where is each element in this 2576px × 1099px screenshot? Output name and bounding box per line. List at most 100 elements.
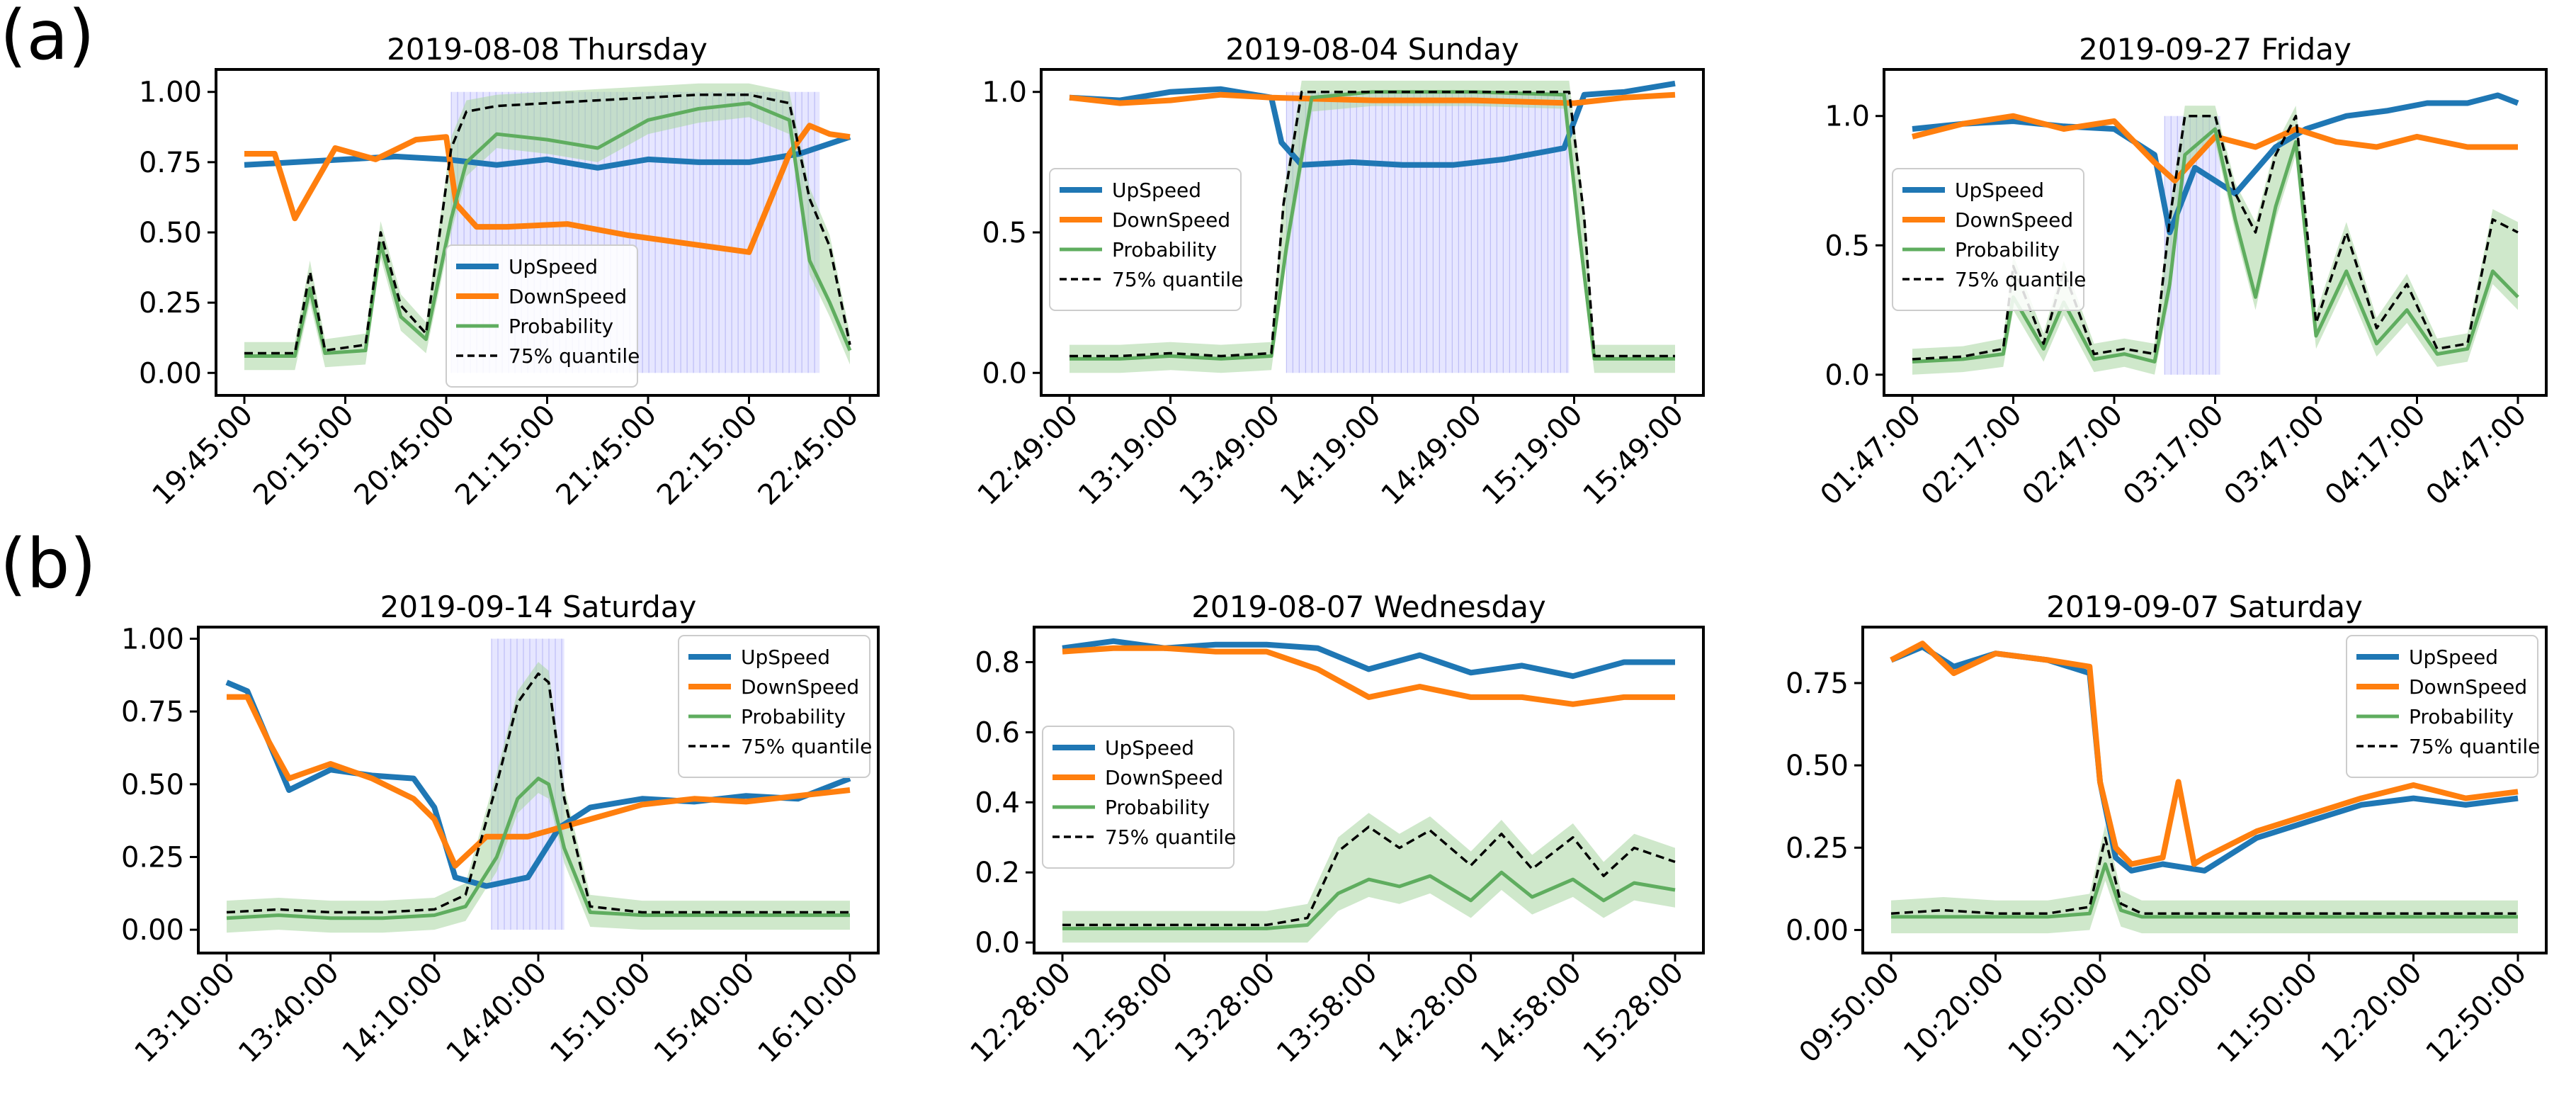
y-tick-label: 0.00 (139, 357, 202, 390)
y-tick-label: 0.75 (1786, 667, 1849, 700)
y-tick-label: 0.5 (1825, 230, 1870, 262)
legend-label: Probability (1955, 238, 2060, 261)
legend-box (1042, 726, 1235, 869)
legend-box (678, 635, 870, 778)
legend-label: Probability (509, 315, 613, 338)
series-line-probability (1069, 90, 1675, 361)
legend-label: DownSpeed (1955, 208, 2073, 232)
y-tick-label: 0.2 (975, 857, 1020, 889)
legend-label: UpSpeed (509, 255, 598, 278)
legend: UpSpeed DownSpeed Probability 75% quantile (1042, 726, 1236, 869)
x-tick-label: 19:45:00 (147, 399, 260, 512)
series-line-probability (226, 777, 850, 920)
x-tick-label: 22:45:00 (752, 399, 866, 512)
series-line-downspeed (1890, 641, 2519, 867)
y-tick-label: 0.00 (121, 914, 184, 947)
x-tick-label: 12:49:00 (972, 399, 1085, 512)
row-label-b: (b) (0, 524, 96, 604)
chart-title: 2019-08-04 Sunday (1225, 32, 1519, 67)
x-tick-label: 15:19:00 (1476, 399, 1589, 512)
series-line-probability (1891, 862, 2518, 919)
y-tick-label: 0.8 (975, 646, 1020, 679)
series-line-upspeed (1069, 80, 1676, 168)
plot-area (1062, 638, 1676, 943)
y-tick-label: 1.0 (1825, 101, 1870, 133)
series-line-downspeed (227, 694, 851, 869)
chart-title: 2019-08-07 Wednesday (1191, 590, 1546, 624)
plot-area (1069, 80, 1676, 373)
x-tick-label: 20:15:00 (247, 399, 361, 512)
y-tick-label: 0.0 (1825, 359, 1870, 392)
legend-label: 75% quantile (1955, 268, 2086, 291)
x-tick-label: 02:17:00 (1915, 399, 2029, 512)
series-line-75-quantile (244, 93, 851, 355)
legend-label: UpSpeed (741, 646, 830, 669)
legend-label: DownSpeed (1112, 208, 1230, 232)
y-tick-label: 0.00 (1786, 914, 1849, 947)
y-tick-label: 0.25 (1786, 832, 1849, 864)
plot-area (225, 638, 851, 933)
x-tick-label: 03:47:00 (2218, 399, 2332, 512)
y-tick-label: 0.50 (1786, 750, 1849, 782)
legend-label: Probability (1112, 238, 1217, 261)
legend-label: DownSpeed (509, 285, 627, 308)
legend-label: Probability (1105, 796, 1210, 819)
y-tick-label: 0.4 (975, 787, 1020, 819)
x-tick-label: 13:10:00 (129, 957, 242, 1070)
y-tick-label: 0.25 (139, 287, 202, 320)
legend-box (1049, 168, 1242, 311)
x-tick-label: 04:47:00 (2420, 399, 2534, 512)
series-line-75-quantile (226, 672, 850, 914)
x-tick-label: 14:40:00 (441, 957, 554, 1070)
x-tick-label: 13:28:00 (1169, 957, 1282, 1070)
x-tick-label: 15:40:00 (648, 957, 761, 1070)
y-tick-label: 0.50 (121, 769, 184, 801)
legend-label: DownSpeed (2409, 675, 2527, 699)
x-tick-label: 12:50:00 (2420, 957, 2534, 1070)
x-tick-label: 13:49:00 (1174, 399, 1287, 512)
chart-panel-2: 2019-08-04 Sunday 0.0 0.5 1.0 12:49:0013:19:… (972, 32, 1705, 512)
y-tick-label: 0.6 (975, 716, 1020, 749)
chart-title: 2019-09-27 Friday (2079, 32, 2351, 67)
series-line-75-quantile (1912, 114, 2519, 361)
x-tick-label: 15:49:00 (1577, 399, 1691, 512)
y-tick-label: 1.0 (982, 77, 1027, 109)
x-tick-label: 12:28:00 (965, 957, 1078, 1070)
x-tick-label: 03:17:00 (2117, 399, 2230, 512)
series-line-upspeed (244, 134, 851, 171)
x-tick-label: 11:50:00 (2211, 957, 2325, 1070)
legend-label: DownSpeed (741, 675, 859, 699)
x-tick-label: 02:47:00 (2016, 399, 2130, 512)
x-tick-label: 14:10:00 (336, 957, 450, 1070)
x-tick-label: 09:50:00 (1793, 957, 1907, 1070)
series-line-downspeed (1062, 645, 1675, 707)
legend-label: UpSpeed (2409, 646, 2498, 669)
x-tick-label: 10:20:00 (1897, 957, 2011, 1070)
x-tick-label: 10:50:00 (2002, 957, 2116, 1070)
series-line-75-quantile (1062, 825, 1676, 927)
x-tick-label: 13:40:00 (232, 957, 346, 1070)
chart-title: 2019-09-14 Saturday (380, 590, 697, 624)
x-tick-label: 12:20:00 (2315, 957, 2429, 1070)
legend-label: UpSpeed (1955, 179, 2044, 202)
chart-panel-4: 2019-09-14 Saturday 0.00 0.25 0.50 0.75 1.00 1… (121, 590, 880, 1070)
x-tick-label: 21:15:00 (449, 399, 562, 512)
probability-band (227, 662, 850, 933)
x-tick-label: 14:28:00 (1373, 957, 1486, 1070)
y-tick-label: 1.00 (139, 77, 202, 109)
plot-area (1890, 641, 2519, 934)
y-tick-label: 0.50 (139, 217, 202, 249)
chart-panel-5: 2019-08-07 Wednesday 0.0 0.2 0.4 0.6 0.8 12:28… (965, 590, 1705, 1070)
legend-label: UpSpeed (1105, 736, 1194, 760)
legend-label: 75% quantile (1112, 268, 1243, 291)
legend: UpSpeed DownSpeed Probability 75% quantile (446, 244, 640, 388)
y-tick-label: 0.75 (139, 147, 202, 179)
series-line-probability (1062, 870, 1676, 930)
legend: UpSpeed DownSpeed Probability 75% quantile (1049, 168, 1243, 311)
legend-box (446, 244, 638, 388)
x-tick-label: 12:58:00 (1067, 957, 1180, 1070)
x-tick-label: 14:19:00 (1274, 399, 1388, 512)
legend-label: 75% quantile (741, 735, 872, 758)
y-tick-label: 0.0 (975, 927, 1020, 959)
